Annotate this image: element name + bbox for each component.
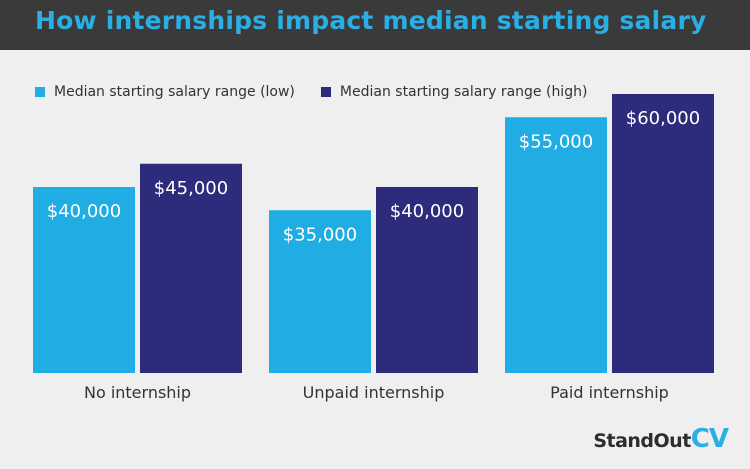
- bar-high-0: [140, 163, 242, 373]
- data-label-high-2: $60,000: [626, 108, 700, 129]
- category-label-0: No internship: [84, 383, 191, 402]
- data-label-low-1: $35,000: [283, 224, 357, 245]
- legend-swatch-low: [35, 87, 45, 97]
- logo-text-cv: CV: [690, 424, 729, 454]
- data-label-high-0: $45,000: [154, 178, 228, 199]
- data-label-low-2: $55,000: [519, 131, 593, 152]
- legend-swatch-high: [320, 87, 331, 97]
- logo-text-standout: StandOut: [593, 430, 691, 452]
- legend-label-low: Median starting salary range (low): [54, 84, 295, 100]
- legend-item-low: Median starting salary range (low): [35, 84, 295, 100]
- category-label-2: Paid internship: [550, 383, 669, 402]
- legend: Median starting salary range (low) Media…: [35, 83, 613, 101]
- standout-cv-logo: StandOutCV: [593, 424, 729, 454]
- bar-low-1: [269, 210, 371, 373]
- chart-title: How internships impact median starting s…: [35, 6, 707, 35]
- bar-low-2: [505, 117, 607, 373]
- category-label-1: Unpaid internship: [303, 383, 445, 402]
- data-label-low-0: $40,000: [47, 201, 121, 222]
- data-label-high-1: $40,000: [390, 201, 464, 222]
- title-bar: How internships impact median starting s…: [0, 0, 750, 50]
- bar-low-0: [33, 187, 135, 373]
- bar-high-2: [612, 94, 714, 373]
- legend-item-high: Median starting salary range (high): [320, 84, 588, 100]
- legend-label-high: Median starting salary range (high): [339, 84, 588, 100]
- bar-high-1: [376, 187, 478, 373]
